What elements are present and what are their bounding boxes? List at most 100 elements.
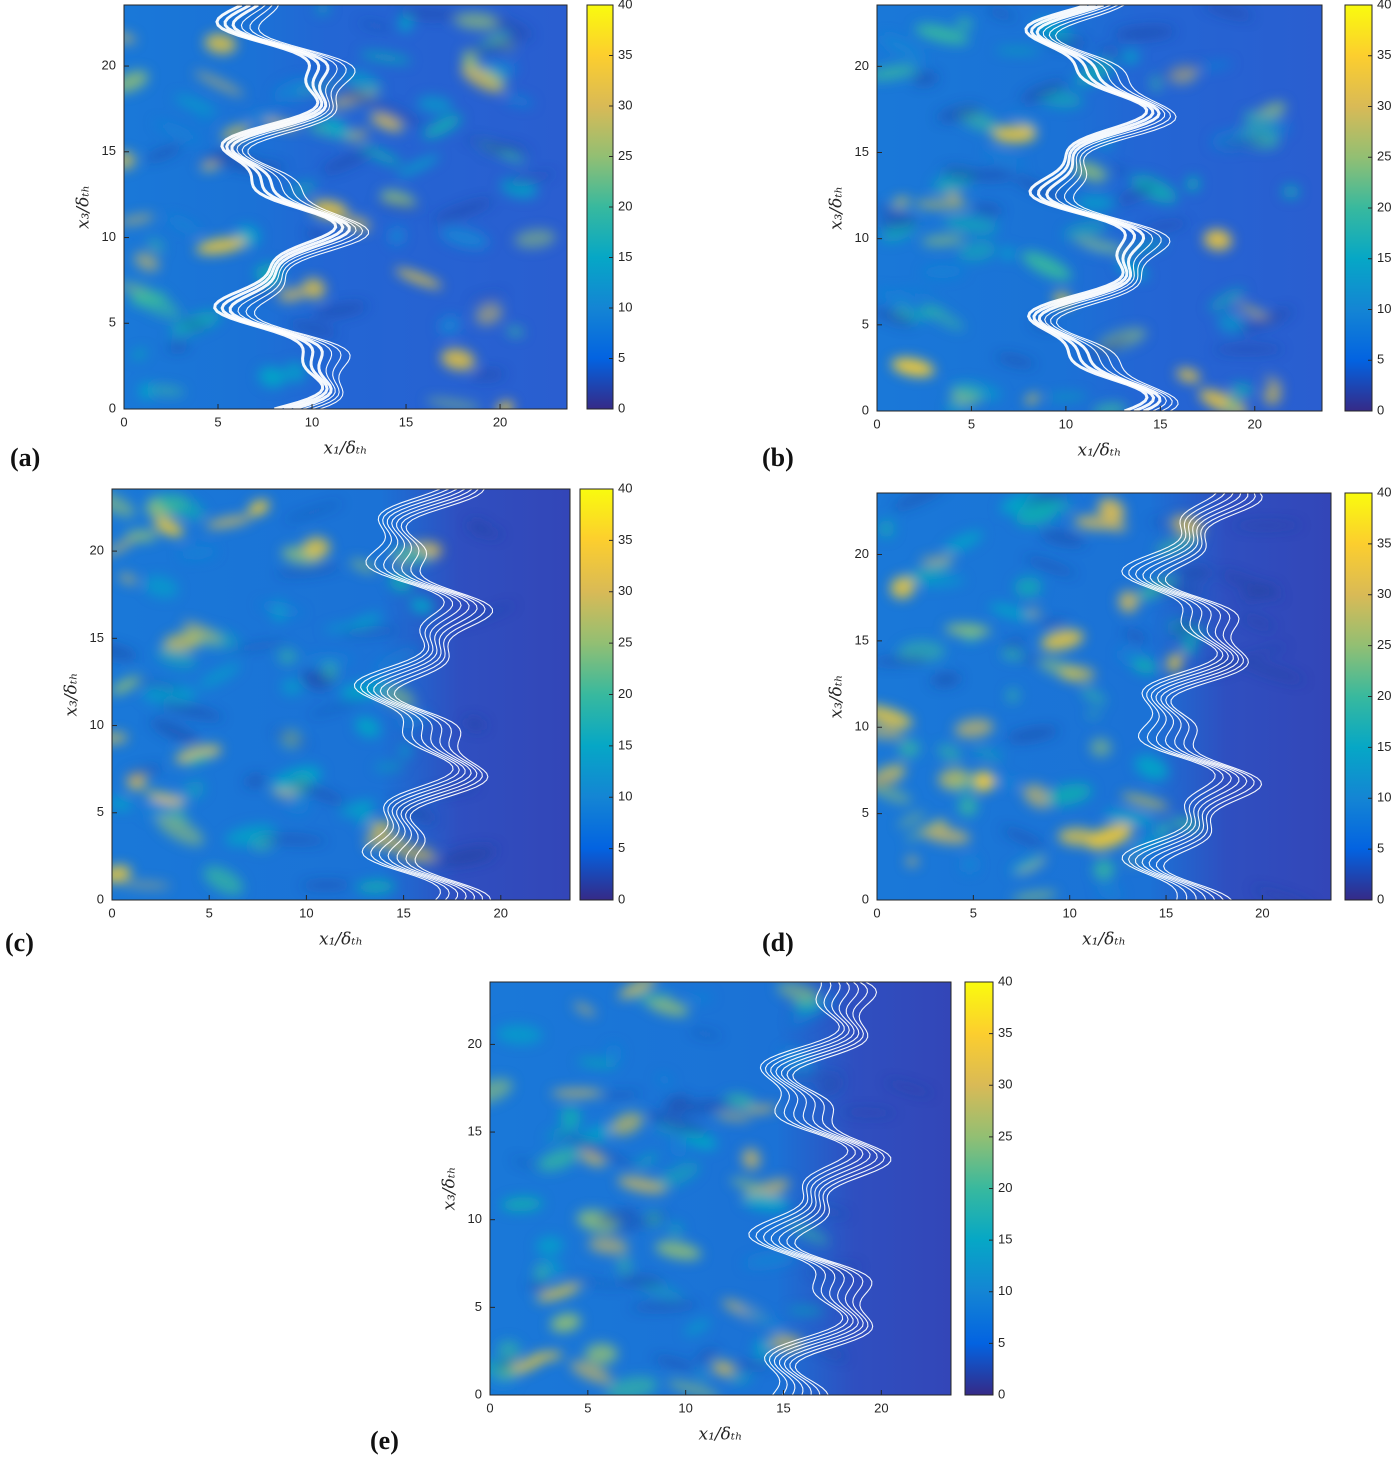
structure <box>1092 402 1127 411</box>
x-tick-label: 5 <box>206 905 213 920</box>
dark-structure <box>942 166 981 181</box>
structure <box>182 621 222 644</box>
y-axis-label: x₃/δₜₕ <box>827 675 847 719</box>
contours <box>1024 5 1179 411</box>
structure <box>1021 251 1072 281</box>
dark-structure <box>258 835 327 844</box>
structure <box>746 1105 777 1113</box>
contour <box>228 5 351 409</box>
structure <box>454 12 502 30</box>
y-axis-label: x₃/δₜₕ <box>74 185 94 229</box>
structure <box>496 1024 543 1045</box>
dark-structure <box>1233 521 1301 530</box>
y-tick-label: 15 <box>102 143 116 158</box>
dark-structure <box>504 172 555 186</box>
structure <box>147 239 165 251</box>
structure <box>669 1136 687 1157</box>
structure <box>112 491 136 517</box>
structure <box>133 252 160 272</box>
field <box>490 982 951 1395</box>
x-tick-label: 20 <box>1248 416 1262 431</box>
dark-structure <box>560 1277 625 1288</box>
structure <box>302 656 353 665</box>
structure <box>153 517 184 537</box>
structure <box>514 229 556 249</box>
structure <box>281 678 303 696</box>
x-tick-label: 10 <box>305 414 319 429</box>
colorbar-tick-label: 15 <box>1377 739 1391 754</box>
panel-label: (a) <box>10 443 40 472</box>
dark-structure <box>911 71 939 86</box>
structure <box>225 824 276 847</box>
dark-structure <box>783 1072 845 1079</box>
y-tick-label: 15 <box>468 1123 482 1138</box>
structure <box>943 531 983 554</box>
structure <box>995 47 1040 54</box>
dark-structure <box>1252 887 1315 900</box>
contours <box>353 489 494 900</box>
structure <box>399 743 412 758</box>
field-structures <box>112 491 516 896</box>
structure <box>1000 493 1042 514</box>
structure <box>892 197 910 207</box>
structure <box>917 577 965 587</box>
colorbar-tick-label: 0 <box>1377 891 1384 906</box>
panel: 0 5 10 15 20 0 5 10 15 20 x₁/δₜₕ x₃/δₜₕ 0 5 10 15 20 25 30… <box>5 480 632 957</box>
contour <box>1054 5 1179 411</box>
structure <box>162 632 203 652</box>
structure <box>247 111 278 123</box>
contour <box>247 5 370 409</box>
dark-structure <box>572 1141 637 1167</box>
structure <box>1170 817 1203 831</box>
structure <box>991 775 1021 789</box>
dark-structure <box>877 204 909 217</box>
panel: 0 5 10 15 20 0 5 10 15 20 x₁/δₜₕ x₃/δₜₕ 0 5 10 15 20 25 30… <box>762 484 1391 957</box>
dark-structure <box>245 774 266 788</box>
dark-structure <box>466 39 522 55</box>
contour <box>1148 493 1249 900</box>
structure <box>1086 823 1133 850</box>
dark-structure <box>877 215 919 230</box>
colorbar-tick-label: 35 <box>1377 535 1391 550</box>
structure <box>937 744 962 762</box>
structure <box>1167 653 1183 672</box>
structure <box>877 724 905 740</box>
structure <box>953 400 968 411</box>
dark-structure <box>455 604 516 626</box>
x-tick-label: 20 <box>1255 905 1269 920</box>
structure <box>221 124 251 140</box>
contour <box>1048 5 1173 411</box>
colorbar-tick-label: 40 <box>618 480 632 495</box>
colorbar-tick-label: 10 <box>998 1283 1012 1298</box>
structure <box>426 398 482 409</box>
structure <box>205 515 253 529</box>
dark-structure <box>1115 184 1155 205</box>
dark-structure <box>695 1349 720 1363</box>
structure <box>897 811 926 828</box>
dark-structure <box>1017 655 1043 663</box>
dark-structure <box>478 529 503 538</box>
dark-structure <box>312 302 368 318</box>
structure <box>351 613 382 629</box>
structure <box>1040 629 1084 651</box>
structure <box>496 1340 521 1361</box>
colorbar-tick-label: 40 <box>1377 0 1391 11</box>
structure <box>950 381 1002 401</box>
structure <box>117 573 138 585</box>
structure <box>503 94 534 107</box>
dark-structure <box>180 320 207 329</box>
dark-structure <box>1203 5 1253 19</box>
x-tick-label: 0 <box>486 1400 493 1415</box>
structure <box>410 597 433 614</box>
colorbar-tick-label: 25 <box>618 148 632 163</box>
structure <box>891 357 935 377</box>
dark-structure <box>996 354 1036 367</box>
contour <box>1141 493 1242 900</box>
x-tick-label: 15 <box>1159 905 1173 920</box>
structure <box>958 241 997 262</box>
dark-structure <box>288 321 338 336</box>
structure <box>112 797 132 811</box>
structure <box>787 1221 830 1245</box>
structure <box>634 1152 659 1169</box>
